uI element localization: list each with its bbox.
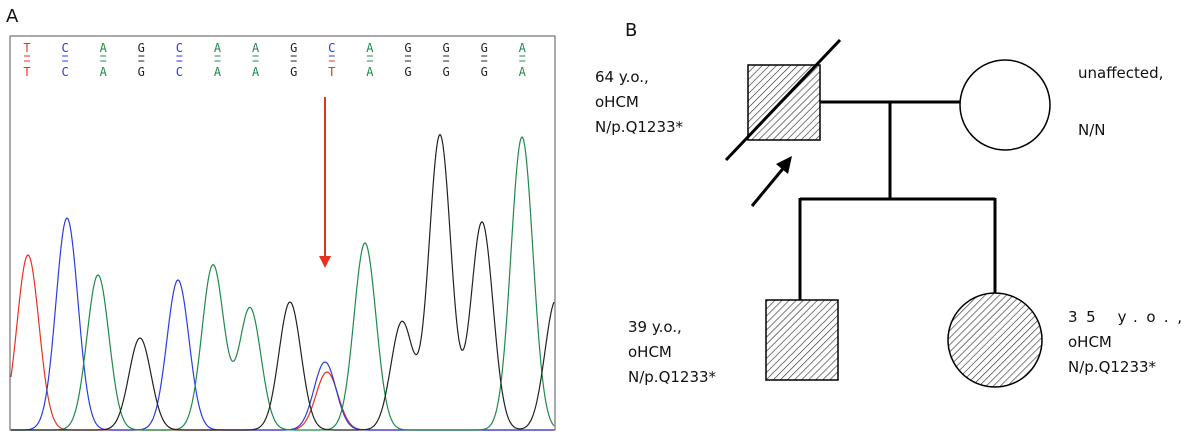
base-letter: G <box>442 65 449 79</box>
base-letter: G <box>442 41 449 55</box>
individual-label: 64 y.o., <box>595 68 649 86</box>
trace <box>11 218 554 430</box>
son-symbol <box>766 300 838 380</box>
individual-label: N/p.Q1233* <box>595 118 684 136</box>
base-letter: C <box>176 65 183 79</box>
individual-label: N/p.Q1233* <box>628 368 717 386</box>
base-letter: A <box>100 41 108 55</box>
individual-label: oHCM <box>628 343 672 361</box>
base-letter: C <box>61 65 68 79</box>
individual-label: unaffected, <box>1078 64 1163 82</box>
base-letter: A <box>252 41 260 55</box>
base-letter: A <box>214 65 222 79</box>
base-letter: A <box>366 41 374 55</box>
individual-label: oHCM <box>595 93 639 111</box>
individual-label: N/p.Q1233* <box>1068 358 1157 376</box>
panel-label: A <box>6 6 19 27</box>
father-symbol <box>748 65 820 140</box>
base-letter: G <box>481 65 488 79</box>
base-letter: T <box>23 41 30 55</box>
proband-arrowhead <box>776 156 792 174</box>
base-letter: G <box>138 65 145 79</box>
base-letter: G <box>138 41 145 55</box>
chromatogram-traces <box>11 135 554 430</box>
base-letter: A <box>214 41 222 55</box>
base-letter: G <box>290 65 297 79</box>
trace <box>11 135 554 430</box>
base-letter: A <box>252 65 260 79</box>
base-letter: C <box>328 41 335 55</box>
pedigree-lines <box>800 102 995 300</box>
daughter-symbol <box>948 293 1042 387</box>
base-letter: T <box>328 65 335 79</box>
base-letter: A <box>519 41 527 55</box>
mother-symbol <box>960 60 1050 150</box>
panel-label: B <box>625 20 637 41</box>
individual-label: N/N <box>1078 121 1106 139</box>
base-letter: G <box>481 41 488 55</box>
base-letter: A <box>519 65 527 79</box>
base-letter: A <box>100 65 108 79</box>
base-letter: G <box>404 41 411 55</box>
chromatogram-frame <box>10 36 555 430</box>
base-letter: C <box>176 41 183 55</box>
base-letter: G <box>404 65 411 79</box>
individual-label: oHCM <box>1068 333 1112 351</box>
base-letter: G <box>290 41 297 55</box>
base-letter: A <box>366 65 374 79</box>
proband-arrow <box>752 165 786 206</box>
individual-label: 39 y.o., <box>628 318 682 336</box>
figure: A TCAGCAAGCAGGGATCAGCAAGTAGGGA B 64 y.o.… <box>0 0 1190 432</box>
base-letter: T <box>23 65 30 79</box>
mutation-arrowhead <box>319 256 331 268</box>
individual-label: 35 y.o., <box>1068 308 1182 326</box>
deceased-slash <box>726 40 840 160</box>
base-letter: C <box>61 41 68 55</box>
